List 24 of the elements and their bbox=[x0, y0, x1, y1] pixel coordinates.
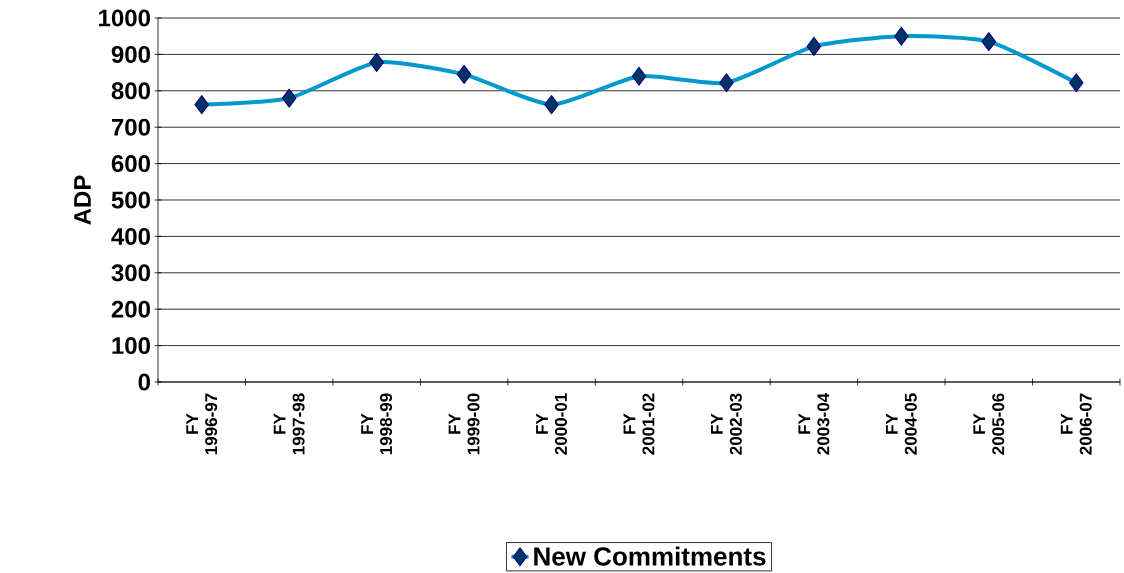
legend-label: New Commitments bbox=[534, 546, 766, 566]
x-tick-label: FY 2000-01 bbox=[536, 393, 567, 455]
y-tick-label: 0 bbox=[138, 373, 150, 391]
y-tick-label: 700 bbox=[111, 118, 150, 136]
x-tick-label: FY 1999-00 bbox=[448, 393, 480, 455]
y-tick-label: 1000 bbox=[99, 9, 150, 27]
x-tick-label: FY 2002-03 bbox=[711, 393, 742, 455]
x-tick-label: FY 1997-98 bbox=[273, 393, 305, 455]
y-tick-label: 800 bbox=[111, 82, 150, 100]
x-tick-label: FY 1996-97 bbox=[186, 393, 218, 455]
x-tick-label: FY 1998-99 bbox=[361, 393, 393, 455]
x-tick-label: FY 2006-07 bbox=[1060, 393, 1092, 455]
y-tick-label: 900 bbox=[111, 45, 150, 63]
y-axis-title: ADP bbox=[74, 175, 91, 225]
y-tick-label: 500 bbox=[111, 191, 150, 209]
x-tick-label: FY 2005-06 bbox=[973, 393, 1005, 455]
x-tick-label: FY 2001-02 bbox=[623, 393, 655, 455]
y-tick-label: 400 bbox=[111, 227, 150, 245]
y-tick-label: 300 bbox=[111, 264, 150, 282]
y-tick-label: 200 bbox=[111, 300, 150, 318]
y-tick-label: 600 bbox=[111, 155, 150, 173]
x-tick-label: FY 2004-05 bbox=[885, 393, 917, 455]
y-tick-label: 100 bbox=[112, 337, 150, 355]
x-tick-label: FY 2003-04 bbox=[798, 392, 830, 455]
